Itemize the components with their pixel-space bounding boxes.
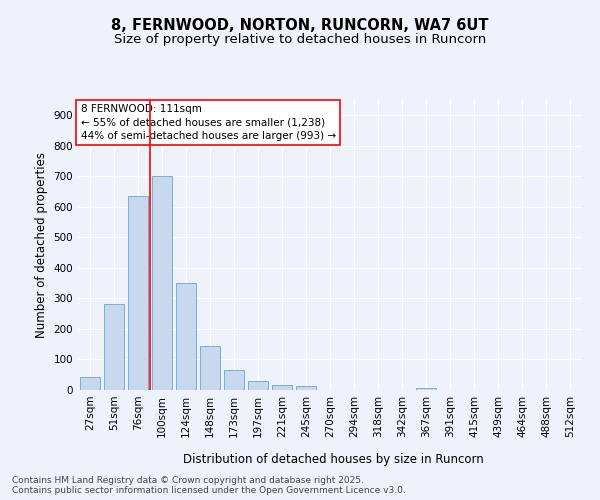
Bar: [416, 388, 436, 390]
Text: 8 FERNWOOD: 111sqm
← 55% of detached houses are smaller (1,238)
44% of semi-deta: 8 FERNWOOD: 111sqm ← 55% of detached hou…: [80, 104, 335, 141]
Bar: [104, 304, 124, 390]
Bar: [152, 176, 172, 390]
Bar: [176, 282, 196, 390]
Text: 8, FERNWOOD, NORTON, RUNCORN, WA7 6UT: 8, FERNWOOD, NORTON, RUNCORN, WA7 6UT: [111, 18, 489, 32]
Text: Size of property relative to detached houses in Runcorn: Size of property relative to detached ho…: [114, 32, 486, 46]
Bar: [80, 377, 100, 390]
Bar: [224, 370, 244, 390]
Bar: [128, 196, 148, 390]
Bar: [272, 385, 292, 390]
Bar: [296, 386, 316, 390]
Text: Contains HM Land Registry data © Crown copyright and database right 2025.
Contai: Contains HM Land Registry data © Crown c…: [12, 476, 406, 495]
Bar: [248, 382, 268, 390]
Y-axis label: Number of detached properties: Number of detached properties: [35, 152, 48, 338]
Bar: [200, 346, 220, 390]
Text: Distribution of detached houses by size in Runcorn: Distribution of detached houses by size …: [182, 452, 484, 466]
